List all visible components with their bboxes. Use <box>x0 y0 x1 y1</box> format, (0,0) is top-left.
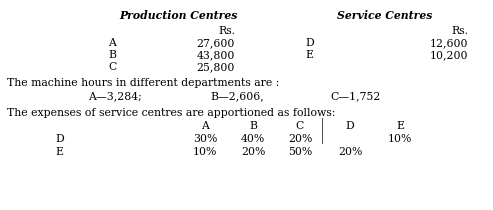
Text: A—3,284;: A—3,284; <box>88 91 142 101</box>
Text: D: D <box>55 134 64 144</box>
Text: C: C <box>296 121 304 131</box>
Text: D: D <box>346 121 354 131</box>
Text: C—1,752: C—1,752 <box>330 91 381 101</box>
Text: B—2,606,: B—2,606, <box>210 91 264 101</box>
Text: E: E <box>305 50 313 60</box>
Text: 20%: 20% <box>288 134 312 144</box>
Text: C: C <box>108 62 116 72</box>
Text: A: A <box>201 121 209 131</box>
Text: B: B <box>249 121 257 131</box>
Text: Production Centres: Production Centres <box>119 10 237 21</box>
Text: Service Centres: Service Centres <box>337 10 433 21</box>
Text: D: D <box>305 38 314 48</box>
Text: 12,600: 12,600 <box>429 38 468 48</box>
Text: E: E <box>396 121 404 131</box>
Text: 30%: 30% <box>193 134 217 144</box>
Text: 20%: 20% <box>338 147 362 157</box>
Text: 10%: 10% <box>388 134 412 144</box>
Text: 40%: 40% <box>241 134 265 144</box>
Text: 25,800: 25,800 <box>197 62 235 72</box>
Text: The machine hours in different departments are :: The machine hours in different departmen… <box>7 78 280 88</box>
Text: 50%: 50% <box>288 147 312 157</box>
Text: 10%: 10% <box>193 147 217 157</box>
Text: 20%: 20% <box>241 147 265 157</box>
Text: 10,200: 10,200 <box>429 50 468 60</box>
Text: The expenses of service centres are apportioned as follows:: The expenses of service centres are appo… <box>7 108 335 118</box>
Text: B: B <box>108 50 116 60</box>
Text: 27,600: 27,600 <box>197 38 235 48</box>
Text: E: E <box>55 147 63 157</box>
Text: A: A <box>108 38 116 48</box>
Text: Rs.: Rs. <box>218 26 235 36</box>
Text: Rs.: Rs. <box>451 26 468 36</box>
Text: 43,800: 43,800 <box>197 50 235 60</box>
